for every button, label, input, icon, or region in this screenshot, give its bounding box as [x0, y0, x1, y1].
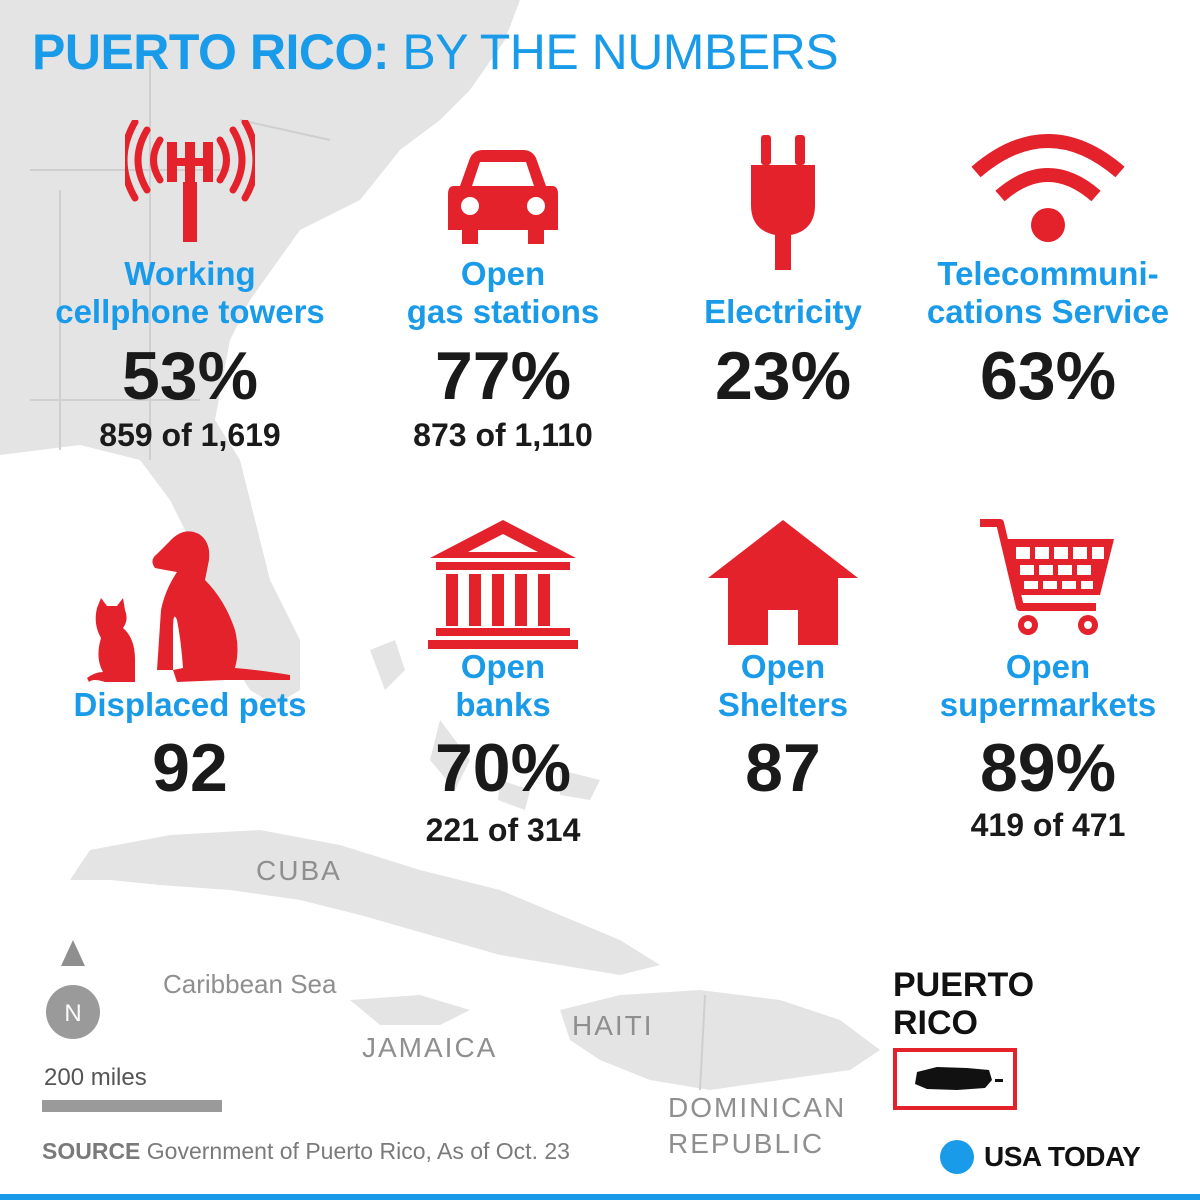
- compass-icon: N: [46, 940, 100, 1039]
- source-note: SOURCE Government of Puerto Rico, As of …: [42, 1138, 570, 1165]
- stat-open-shelters: Open Shelters 87: [633, 510, 933, 810]
- map-label-jamaica: JAMAICA: [362, 1032, 498, 1063]
- wifi-icon: [971, 134, 1125, 242]
- stat-value: 63%: [979, 338, 1117, 414]
- stat-telecommunications: Telecommuni- cations Service 63%: [898, 110, 1198, 470]
- stat-label: Open gas stations: [406, 255, 600, 330]
- stat-subvalue: 873 of 1,110: [413, 417, 593, 453]
- stat-label: Open supermarkets: [939, 648, 1157, 723]
- stat-label: Telecommuni- cations Service: [926, 255, 1170, 330]
- us-mainland-shape: [0, 0, 520, 705]
- stat-value: 77%: [434, 338, 572, 414]
- stat-label: Open banks: [455, 648, 551, 723]
- stat-subvalue: 859 of 1,619: [99, 417, 281, 453]
- title-light: BY THE NUMBERS: [402, 24, 839, 80]
- stat-value: 23%: [714, 338, 852, 414]
- compass-letter: N: [64, 1000, 81, 1027]
- brand-dot-icon: [940, 1140, 974, 1174]
- stat-cellphone-towers: Working cellphone towers 53% 859 of 1,61…: [40, 110, 340, 470]
- map-label-caribbean-sea: Caribbean Sea: [163, 969, 337, 999]
- stat-value: 92: [152, 730, 228, 806]
- cart-icon: [980, 519, 1114, 635]
- cuba-shape: [70, 830, 660, 975]
- stat-subvalue: 221 of 314: [425, 812, 581, 848]
- title-bold: PUERTO RICO:: [32, 24, 390, 80]
- stat-label: Electricity: [704, 293, 862, 330]
- puerto-rico-shape: [915, 1067, 1003, 1090]
- inset-label: PUERTO RICO: [893, 966, 1035, 1042]
- source-label: SOURCE: [42, 1138, 141, 1164]
- cell-tower-icon: [125, 120, 255, 242]
- bank-icon: [428, 520, 578, 649]
- stat-label: Open Shelters: [717, 648, 849, 723]
- pets-icon: [87, 531, 290, 682]
- page-title: PUERTO RICO: BY THE NUMBERS: [32, 22, 839, 82]
- brand-logo: USA TODAY: [940, 1140, 1141, 1174]
- map-label-haiti: HAITI: [572, 1010, 654, 1041]
- stat-open-supermarkets: Open supermarkets 89% 419 of 471: [898, 510, 1198, 850]
- bahamas-shape: [370, 640, 600, 810]
- car-icon: [448, 150, 558, 244]
- jamaica-shape: [350, 995, 470, 1025]
- map-label-cuba: CUBA: [256, 855, 342, 886]
- stat-value: 53%: [121, 338, 259, 414]
- stat-subvalue: 419 of 471: [970, 807, 1126, 843]
- scale-bar: [42, 1100, 222, 1112]
- stat-label: Displaced pets: [73, 686, 307, 723]
- map-label-dominican-republic: DOMINICAN REPUBLIC: [668, 1092, 847, 1159]
- scale-label: 200 miles: [44, 1064, 147, 1091]
- compass: N: [42, 940, 104, 1040]
- house-icon: [708, 520, 858, 645]
- source-text: Government of Puerto Rico, As of Oct. 23: [146, 1138, 570, 1164]
- stat-value: 87: [745, 730, 821, 806]
- stat-electricity: Electricity 23%: [633, 110, 933, 470]
- brand-text: USA TODAY: [984, 1141, 1141, 1172]
- inset-box: [893, 1048, 1017, 1110]
- plug-icon: [751, 135, 815, 270]
- stat-open-banks: Open banks 70% 221 of 314: [353, 510, 653, 850]
- stat-displaced-pets: Displaced pets 92: [40, 510, 340, 810]
- stat-value: 89%: [979, 730, 1117, 806]
- stat-value: 70%: [434, 730, 572, 806]
- stat-gas-stations: Open gas stations 77% 873 of 1,110: [353, 110, 653, 470]
- bottom-rule: [0, 1194, 1200, 1200]
- stat-label: Working cellphone towers: [55, 255, 325, 330]
- hispaniola-shape: [560, 990, 880, 1090]
